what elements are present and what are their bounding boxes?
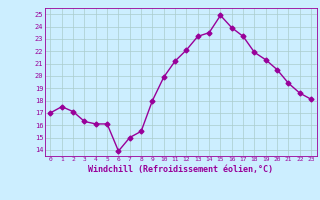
X-axis label: Windchill (Refroidissement éolien,°C): Windchill (Refroidissement éolien,°C)	[88, 165, 273, 174]
